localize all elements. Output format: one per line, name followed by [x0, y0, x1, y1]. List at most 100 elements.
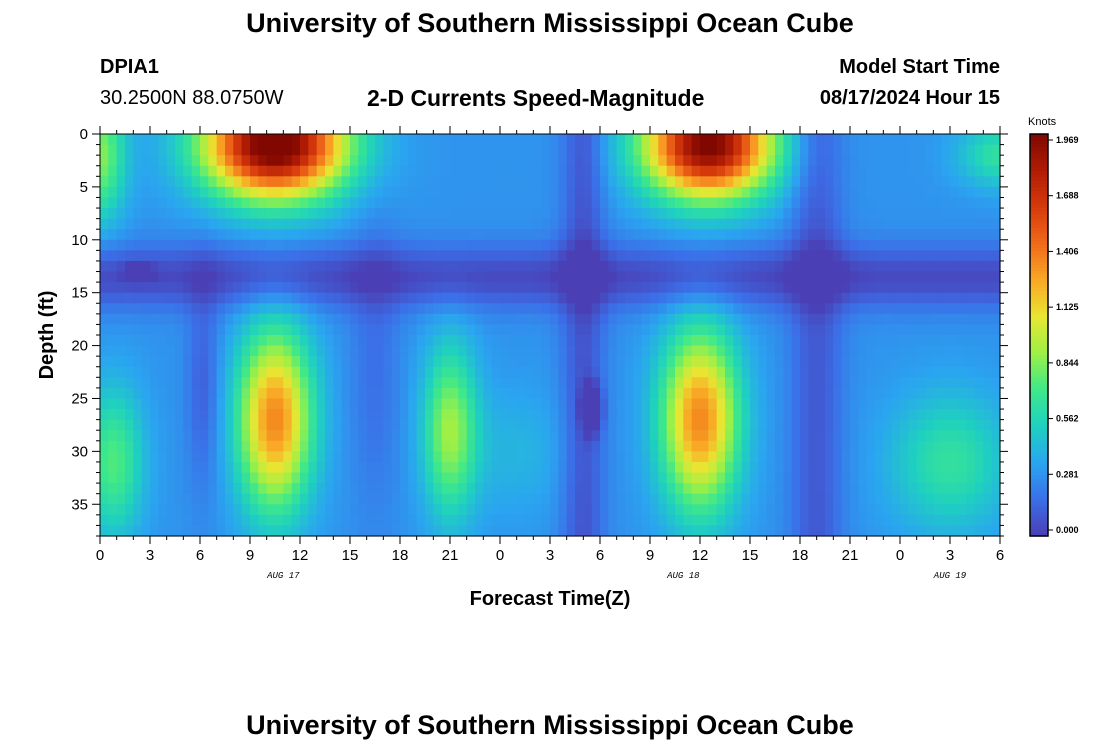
heatmap-cell	[508, 313, 518, 326]
heatmap-cell	[750, 472, 759, 484]
heatmap-cell	[983, 335, 993, 347]
heatmap-cell	[208, 387, 218, 400]
heatmap-cell	[691, 282, 701, 294]
heatmap-cell	[541, 260, 551, 273]
heatmap-cell	[325, 504, 334, 516]
heatmap-cell	[900, 176, 909, 188]
heatmap-cell	[900, 461, 909, 474]
heatmap-cell	[275, 419, 284, 431]
heatmap-cell	[516, 409, 526, 421]
heatmap-cell	[208, 377, 218, 389]
heatmap-cell	[400, 260, 409, 273]
heatmap-cell	[233, 144, 243, 156]
heatmap-cell	[625, 218, 634, 230]
heatmap-cell	[150, 292, 159, 304]
model-start-value: 08/17/2024 Hour 15	[819, 87, 1000, 109]
heatmap-cell	[916, 387, 926, 400]
heatmap-cell	[650, 134, 659, 146]
heatmap-cell	[541, 335, 551, 347]
heatmap-cell	[100, 377, 109, 389]
heatmap-cell	[233, 335, 243, 347]
heatmap-cell	[725, 430, 734, 442]
heatmap-cell	[425, 504, 434, 516]
heatmap-cell	[691, 335, 701, 347]
heatmap-cell	[708, 271, 718, 283]
heatmap-cell	[858, 387, 868, 400]
heatmap-cell	[275, 324, 284, 336]
heatmap-cell	[541, 218, 551, 230]
station-id: DPIA1	[100, 56, 159, 78]
heatmap-cell	[275, 504, 284, 516]
heatmap-cell	[841, 345, 851, 357]
heatmap-cell	[750, 335, 759, 347]
heatmap-cell	[625, 504, 634, 516]
heatmap-cell	[841, 504, 851, 516]
heatmap-cell	[258, 419, 268, 431]
heatmap-cell	[425, 461, 434, 474]
heatmap-cell	[683, 260, 693, 273]
heatmap-cell	[108, 218, 118, 230]
heatmap-cell	[516, 197, 526, 209]
colorbar-step	[1030, 231, 1048, 236]
heatmap-cell	[291, 197, 301, 209]
heatmap-cell	[500, 165, 509, 177]
heatmap-cell	[125, 144, 134, 156]
heatmap-cell	[333, 356, 343, 368]
heatmap-cell	[600, 419, 609, 431]
heatmap-cell	[716, 271, 726, 283]
heatmap-cell	[983, 514, 993, 527]
heatmap-cell	[708, 282, 718, 294]
heatmap-cell	[491, 208, 501, 220]
heatmap-cell	[866, 324, 876, 336]
heatmap-cell	[941, 282, 951, 294]
heatmap-cell	[508, 271, 518, 283]
heatmap-cell	[850, 186, 859, 199]
heatmap-cell	[291, 430, 301, 442]
heatmap-cell	[533, 292, 543, 304]
heatmap-cell	[208, 324, 218, 336]
heatmap-cell	[958, 176, 968, 188]
heatmap-cell	[483, 345, 493, 357]
heatmap-cell	[141, 525, 151, 537]
heatmap-cell	[825, 440, 834, 452]
heatmap-cell	[208, 292, 218, 304]
heatmap-cell	[616, 356, 626, 368]
colorbar-step	[1030, 167, 1048, 172]
heatmap-cell	[875, 419, 884, 431]
heatmap-cell	[175, 493, 184, 505]
heatmap-cell	[116, 260, 126, 273]
heatmap-cell	[366, 483, 376, 495]
heatmap-cell	[608, 419, 618, 431]
heatmap-cell	[591, 514, 601, 527]
heatmap-cell	[333, 282, 343, 294]
heatmap-cell	[641, 208, 651, 220]
heatmap-cell	[741, 366, 751, 378]
heatmap-cell	[625, 208, 634, 220]
heatmap-cell	[900, 483, 909, 495]
heatmap-cell	[483, 430, 493, 442]
heatmap-cell	[791, 303, 801, 315]
heatmap-cell	[383, 324, 393, 336]
x-tick-label: 0	[96, 547, 104, 564]
heatmap-cell	[650, 419, 659, 431]
heatmap-cell	[116, 313, 126, 326]
heatmap-cell	[425, 229, 434, 241]
heatmap-cell	[408, 419, 418, 431]
heatmap-cell	[350, 461, 359, 474]
heatmap-cell	[441, 483, 451, 495]
heatmap-cell	[516, 419, 526, 431]
heatmap-cell	[641, 398, 651, 410]
heatmap-cell	[608, 229, 618, 241]
heatmap-cell	[350, 377, 359, 389]
heatmap-cell	[408, 239, 418, 251]
heatmap-cell	[541, 504, 551, 516]
heatmap-cell	[950, 303, 959, 315]
heatmap-cell	[941, 409, 951, 421]
heatmap-cell	[608, 335, 618, 347]
y-axis-title: Depth (ft)	[36, 291, 58, 380]
colorbar-step	[1030, 251, 1048, 256]
heatmap-cell	[625, 176, 634, 188]
heatmap-cell	[341, 335, 351, 347]
heatmap-cell	[758, 134, 768, 146]
heatmap-cell	[541, 472, 551, 484]
